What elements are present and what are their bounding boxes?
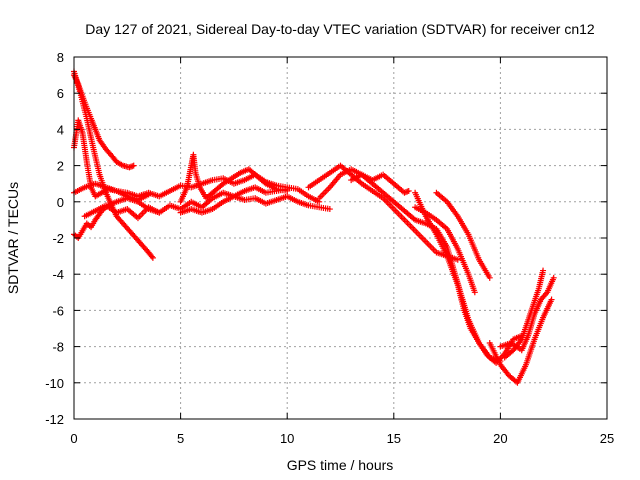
- series-satellite-track-13: [412, 204, 478, 296]
- chart-title: Day 127 of 2021, Sidereal Day-to-day VTE…: [85, 21, 595, 37]
- x-axis-label: GPS time / hours: [287, 457, 394, 473]
- data-point: [540, 267, 547, 274]
- data-series: [71, 68, 557, 386]
- axis-ticks: [73, 56, 608, 420]
- data-point: [405, 187, 412, 194]
- x-tick-labels: 0 5 10 15 20 25: [70, 431, 614, 446]
- data-point: [129, 163, 136, 170]
- series-satellite-track-17: [501, 267, 547, 361]
- x-tick-label: 20: [493, 431, 507, 446]
- y-tick-label: -8: [52, 340, 64, 355]
- series-satellite-track-4: [71, 117, 152, 203]
- y-tick-label: 8: [57, 50, 64, 65]
- data-point: [486, 274, 493, 281]
- series-satellite-track-14: [433, 189, 493, 281]
- series-satellite-track-8: [177, 193, 333, 216]
- data-point: [548, 296, 555, 303]
- data-point: [284, 187, 291, 194]
- data-point: [130, 162, 137, 169]
- x-tick-label: 0: [70, 431, 77, 446]
- data-point: [471, 289, 478, 296]
- data-point: [127, 163, 134, 170]
- y-tick-label: 2: [57, 159, 64, 174]
- y-tick-label: 0: [57, 195, 64, 210]
- series-satellite-track-2: [71, 68, 156, 261]
- y-axis-label: SDTVAR / TECUs: [5, 182, 21, 294]
- data-point: [550, 274, 557, 281]
- data-point: [326, 206, 333, 213]
- x-tick-label: 5: [177, 431, 184, 446]
- x-tick-label: 15: [387, 431, 401, 446]
- y-tick-labels: -12 -10 -8 -6 -4 -2 0 2 4 6 8: [45, 50, 64, 427]
- y-tick-label: -10: [45, 376, 64, 391]
- y-tick-label: -4: [52, 267, 64, 282]
- y-tick-label: 6: [57, 86, 64, 101]
- series-satellite-track-7: [177, 151, 291, 205]
- series-satellite-track-15: [486, 296, 555, 386]
- y-tick-label: -12: [45, 412, 64, 427]
- data-point: [148, 253, 155, 260]
- y-tick-label: -6: [52, 303, 64, 318]
- series-satellite-track-12: [412, 189, 525, 366]
- data-point: [454, 256, 461, 263]
- data-point: [149, 254, 156, 261]
- x-tick-label: 25: [600, 431, 614, 446]
- y-tick-label: -2: [52, 231, 64, 246]
- series-satellite-track-11: [348, 171, 504, 365]
- x-tick-label: 10: [280, 431, 294, 446]
- series-satellite-track-10: [316, 166, 412, 202]
- data-point: [404, 188, 411, 195]
- series-satellite-track-16: [497, 274, 557, 354]
- y-tick-label: 4: [57, 122, 64, 137]
